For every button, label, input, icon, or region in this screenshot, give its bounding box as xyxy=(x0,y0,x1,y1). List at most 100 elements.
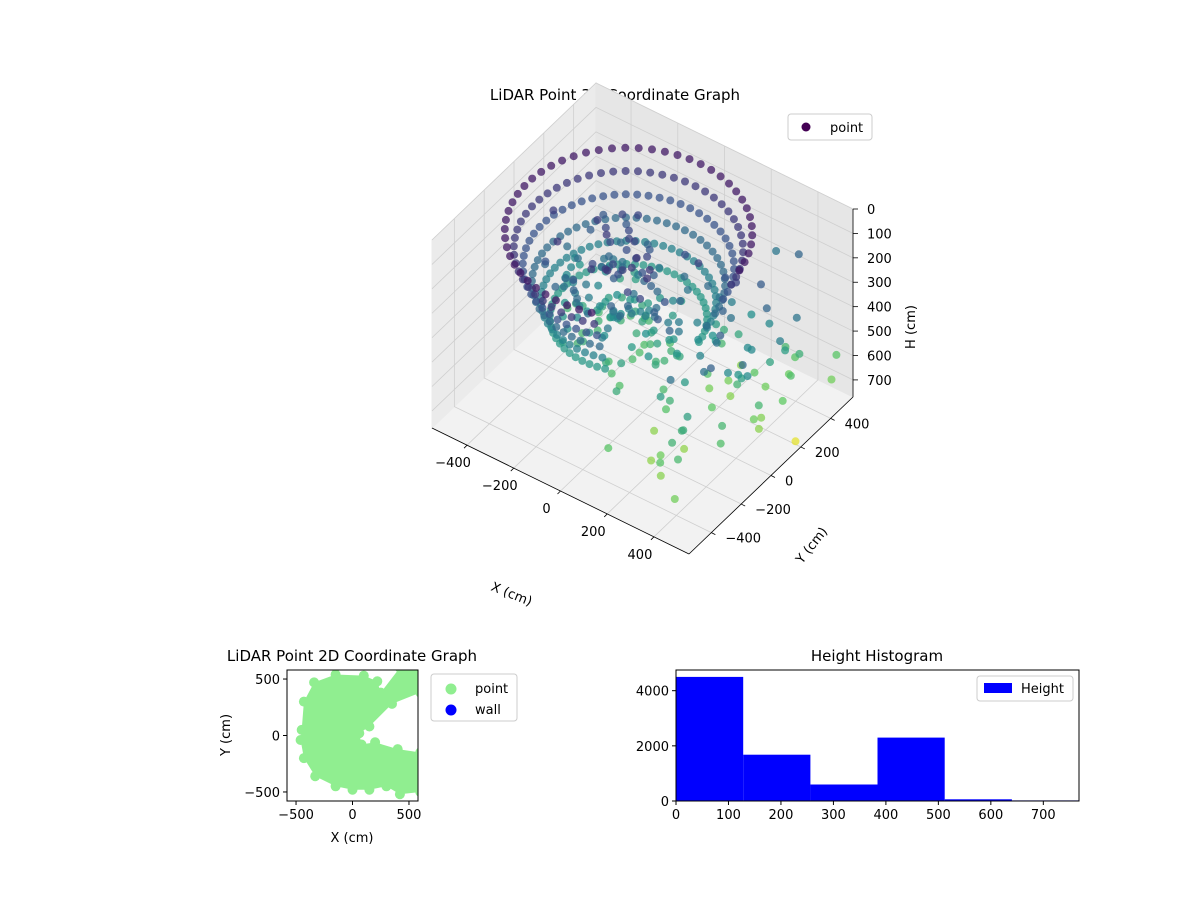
point-3d xyxy=(617,359,626,368)
point-3d xyxy=(581,348,589,357)
point-2d xyxy=(394,789,405,800)
point-3d xyxy=(529,229,538,238)
point-3d xyxy=(569,286,578,295)
point-3d xyxy=(674,318,683,327)
point-3d xyxy=(634,167,642,176)
point-3d xyxy=(610,190,619,199)
point-3d xyxy=(706,364,715,373)
point-3d xyxy=(608,144,616,153)
point-3d xyxy=(624,226,633,235)
point-3d xyxy=(581,220,590,229)
point-3d xyxy=(667,244,676,253)
point-3d xyxy=(518,259,527,268)
point-3d xyxy=(535,195,544,204)
histogram-bar xyxy=(877,737,945,801)
point-3d xyxy=(516,217,525,226)
scatter2d-area xyxy=(295,670,418,800)
point-3d xyxy=(742,204,751,213)
z-gridline xyxy=(431,131,854,290)
point-3d xyxy=(719,295,728,304)
point-3d xyxy=(673,151,682,159)
point-3d xyxy=(571,353,580,362)
point-3d xyxy=(553,330,562,339)
point-2d xyxy=(372,676,383,687)
point-3d xyxy=(519,251,528,260)
point-2d xyxy=(415,787,418,797)
point-3d xyxy=(656,392,665,401)
point-3d xyxy=(747,240,756,249)
point-3d xyxy=(676,200,685,208)
point-3d xyxy=(598,353,607,362)
gridlines-3d xyxy=(431,82,854,555)
point-3d xyxy=(564,227,573,236)
point-3d xyxy=(710,220,719,229)
point-3d xyxy=(622,246,631,254)
point-3d xyxy=(700,367,708,376)
legend-label-point-2d: point xyxy=(475,682,508,697)
point-3d xyxy=(508,198,517,207)
point-3d xyxy=(740,258,749,267)
histogram-bars xyxy=(676,676,1079,801)
point-3d xyxy=(601,364,610,373)
point-2d xyxy=(330,781,341,792)
point-3d xyxy=(551,296,560,305)
point-2d xyxy=(375,687,386,698)
x-tick xyxy=(510,467,515,472)
point-3d xyxy=(558,156,567,165)
point-3d xyxy=(559,328,568,337)
point-3d xyxy=(643,274,652,283)
point-3d xyxy=(553,237,562,246)
z-tick-label-3d: 600 xyxy=(867,349,892,364)
point-3d xyxy=(735,266,744,275)
point-3d xyxy=(669,173,678,182)
point-3d xyxy=(560,282,568,291)
point-3d xyxy=(666,196,675,205)
point-3d xyxy=(541,290,550,299)
point-3d xyxy=(556,258,565,267)
y-tick-label-2d: 0 xyxy=(272,730,280,745)
point-3d xyxy=(520,182,529,190)
x-tick-label-hist: 600 xyxy=(978,808,1003,823)
point-3d xyxy=(660,147,669,156)
point-3d xyxy=(547,161,556,170)
point-3d xyxy=(710,285,719,294)
point-3d xyxy=(629,289,638,298)
point-3d xyxy=(726,392,735,401)
z-tick-label-3d: 700 xyxy=(867,374,892,389)
point-3d xyxy=(602,230,611,239)
point-3d xyxy=(681,177,689,186)
x-axis-label-3d: X (cm) xyxy=(489,580,534,610)
point-3d xyxy=(604,252,613,261)
point-3d xyxy=(716,172,725,181)
chart-title-2d: LiDAR Point 2D Coordinate Graph xyxy=(227,647,477,665)
point-3d xyxy=(510,233,519,242)
point-3d xyxy=(542,216,551,225)
point-3d xyxy=(587,265,596,274)
point-2d xyxy=(387,698,397,709)
point-3d xyxy=(635,348,644,357)
y-axis-label-2d: Y (cm) xyxy=(219,714,234,757)
point-2d xyxy=(415,747,418,757)
x-gridline xyxy=(513,123,679,469)
point-3d xyxy=(725,241,734,250)
point-3d xyxy=(670,270,679,279)
point-3d xyxy=(582,148,590,157)
point-3d xyxy=(582,328,591,337)
point-3d xyxy=(593,331,601,340)
point-3d xyxy=(516,268,525,277)
point-3d xyxy=(531,290,540,299)
legend-hist: Height xyxy=(976,675,1074,702)
x-tick xyxy=(463,444,468,449)
point-3d xyxy=(521,209,530,218)
point-3d xyxy=(601,297,610,306)
point-3d xyxy=(732,273,741,281)
point-3d xyxy=(680,272,689,281)
point-3d xyxy=(606,238,615,246)
histogram-bar xyxy=(743,754,811,801)
point-3d xyxy=(754,424,763,433)
point-3d xyxy=(525,236,534,245)
y-gridline xyxy=(453,218,712,533)
point-3d xyxy=(728,249,737,258)
